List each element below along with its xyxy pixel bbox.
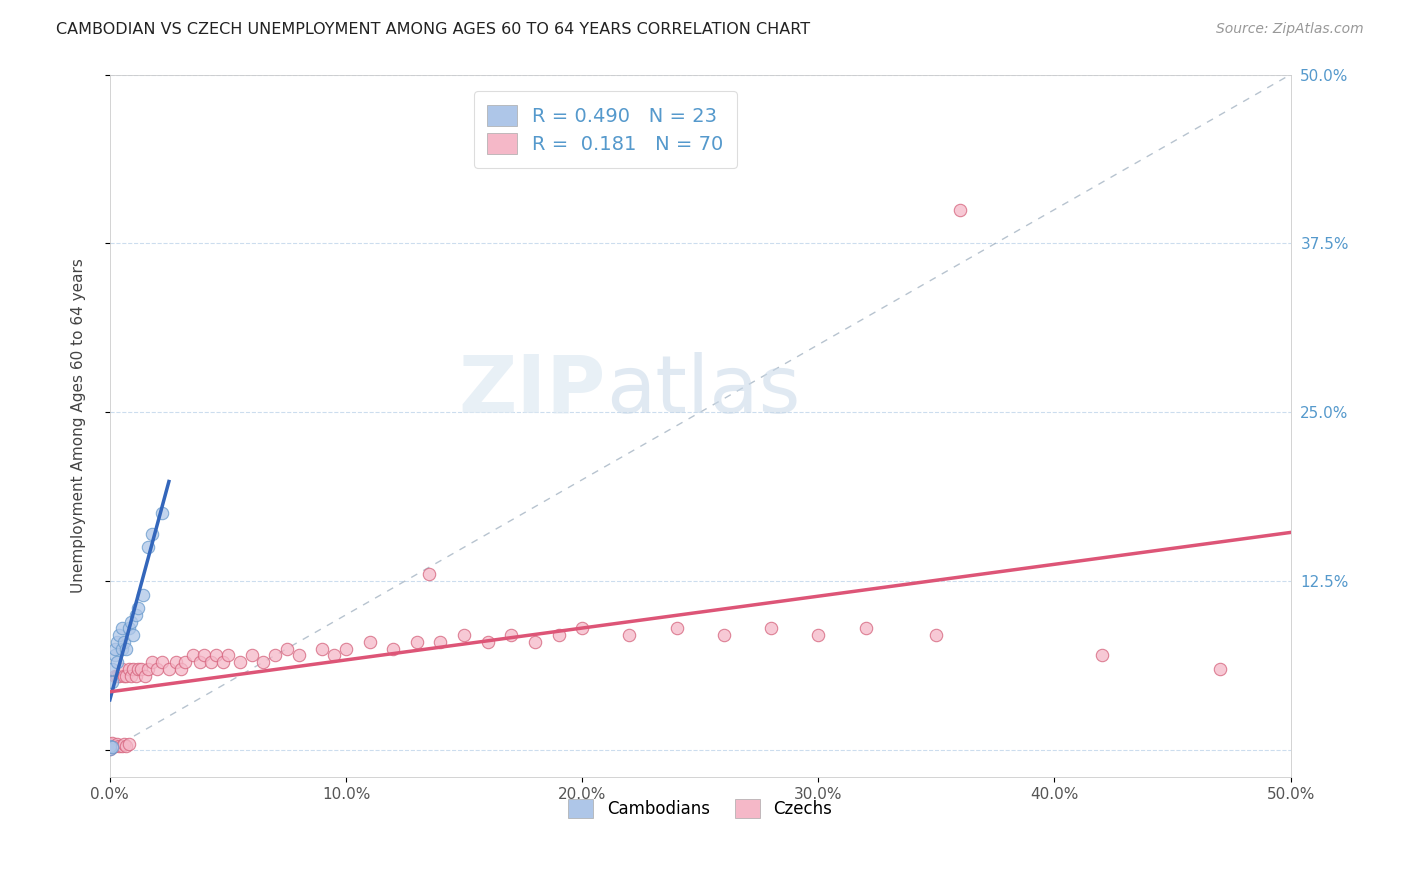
Point xyxy=(101,740,124,755)
Point xyxy=(98,738,121,752)
Point xyxy=(103,739,125,753)
Point xyxy=(146,662,169,676)
Point xyxy=(111,662,134,676)
Point xyxy=(212,655,235,669)
Point xyxy=(571,621,593,635)
Point xyxy=(501,628,523,642)
Point xyxy=(105,668,128,682)
Point xyxy=(127,601,149,615)
Point xyxy=(103,641,125,656)
Point xyxy=(382,641,405,656)
Y-axis label: Unemployment Among Ages 60 to 64 years: Unemployment Among Ages 60 to 64 years xyxy=(72,259,86,593)
Point xyxy=(103,648,125,663)
Point xyxy=(949,202,972,217)
Point xyxy=(405,635,427,649)
Point xyxy=(240,648,263,663)
Point xyxy=(453,628,475,642)
Point xyxy=(98,741,121,756)
Point xyxy=(205,648,228,663)
Point xyxy=(141,526,163,541)
Point xyxy=(108,739,131,753)
Point xyxy=(855,621,877,635)
Point xyxy=(115,668,138,682)
Point xyxy=(323,648,346,663)
Point xyxy=(311,641,333,656)
Text: Source: ZipAtlas.com: Source: ZipAtlas.com xyxy=(1216,22,1364,37)
Point xyxy=(335,641,357,656)
Point xyxy=(125,607,148,622)
Point xyxy=(188,655,211,669)
Point xyxy=(111,641,134,656)
Point xyxy=(112,635,135,649)
Point xyxy=(665,621,688,635)
Point xyxy=(108,628,131,642)
Point xyxy=(759,621,782,635)
Point xyxy=(105,635,128,649)
Point xyxy=(141,655,163,669)
Point xyxy=(477,635,499,649)
Point xyxy=(118,662,141,676)
Point xyxy=(120,668,142,682)
Point xyxy=(287,648,309,663)
Point xyxy=(115,641,138,656)
Point xyxy=(136,662,159,676)
Point xyxy=(252,655,274,669)
Point xyxy=(713,628,735,642)
Point xyxy=(122,662,145,676)
Point xyxy=(264,648,287,663)
Point xyxy=(127,662,149,676)
Point xyxy=(359,635,381,649)
Point xyxy=(105,655,128,669)
Point xyxy=(429,635,451,649)
Point xyxy=(101,662,124,676)
Text: ZIP: ZIP xyxy=(458,351,606,430)
Point xyxy=(165,655,187,669)
Point xyxy=(101,740,124,755)
Point xyxy=(807,628,830,642)
Point xyxy=(136,541,159,555)
Point xyxy=(157,662,180,676)
Point xyxy=(118,738,141,752)
Point xyxy=(103,668,125,682)
Point xyxy=(115,739,138,753)
Point xyxy=(122,628,145,642)
Point xyxy=(619,628,641,642)
Point xyxy=(125,668,148,682)
Point xyxy=(174,655,197,669)
Point xyxy=(418,567,440,582)
Point xyxy=(111,739,134,753)
Point xyxy=(112,668,135,682)
Point xyxy=(112,738,135,752)
Point xyxy=(118,621,141,635)
Text: atlas: atlas xyxy=(606,351,800,430)
Point xyxy=(200,655,222,669)
Point xyxy=(523,635,546,649)
Point xyxy=(101,740,124,755)
Point xyxy=(181,648,204,663)
Point xyxy=(150,507,173,521)
Point xyxy=(120,615,142,629)
Point xyxy=(1091,648,1114,663)
Point xyxy=(101,736,124,750)
Point xyxy=(98,741,121,756)
Point xyxy=(170,662,193,676)
Point xyxy=(547,628,569,642)
Point xyxy=(101,675,124,690)
Point xyxy=(1209,662,1232,676)
Point xyxy=(193,648,215,663)
Point xyxy=(105,738,128,752)
Legend: Cambodians, Czechs: Cambodians, Czechs xyxy=(562,793,838,825)
Text: CAMBODIAN VS CZECH UNEMPLOYMENT AMONG AGES 60 TO 64 YEARS CORRELATION CHART: CAMBODIAN VS CZECH UNEMPLOYMENT AMONG AG… xyxy=(56,22,810,37)
Point xyxy=(229,655,252,669)
Point xyxy=(217,648,239,663)
Point xyxy=(132,588,155,602)
Point xyxy=(276,641,298,656)
Point xyxy=(134,668,156,682)
Point xyxy=(111,621,134,635)
Point xyxy=(150,655,173,669)
Point xyxy=(98,739,121,753)
Point xyxy=(925,628,948,642)
Point xyxy=(108,668,131,682)
Point xyxy=(129,662,152,676)
